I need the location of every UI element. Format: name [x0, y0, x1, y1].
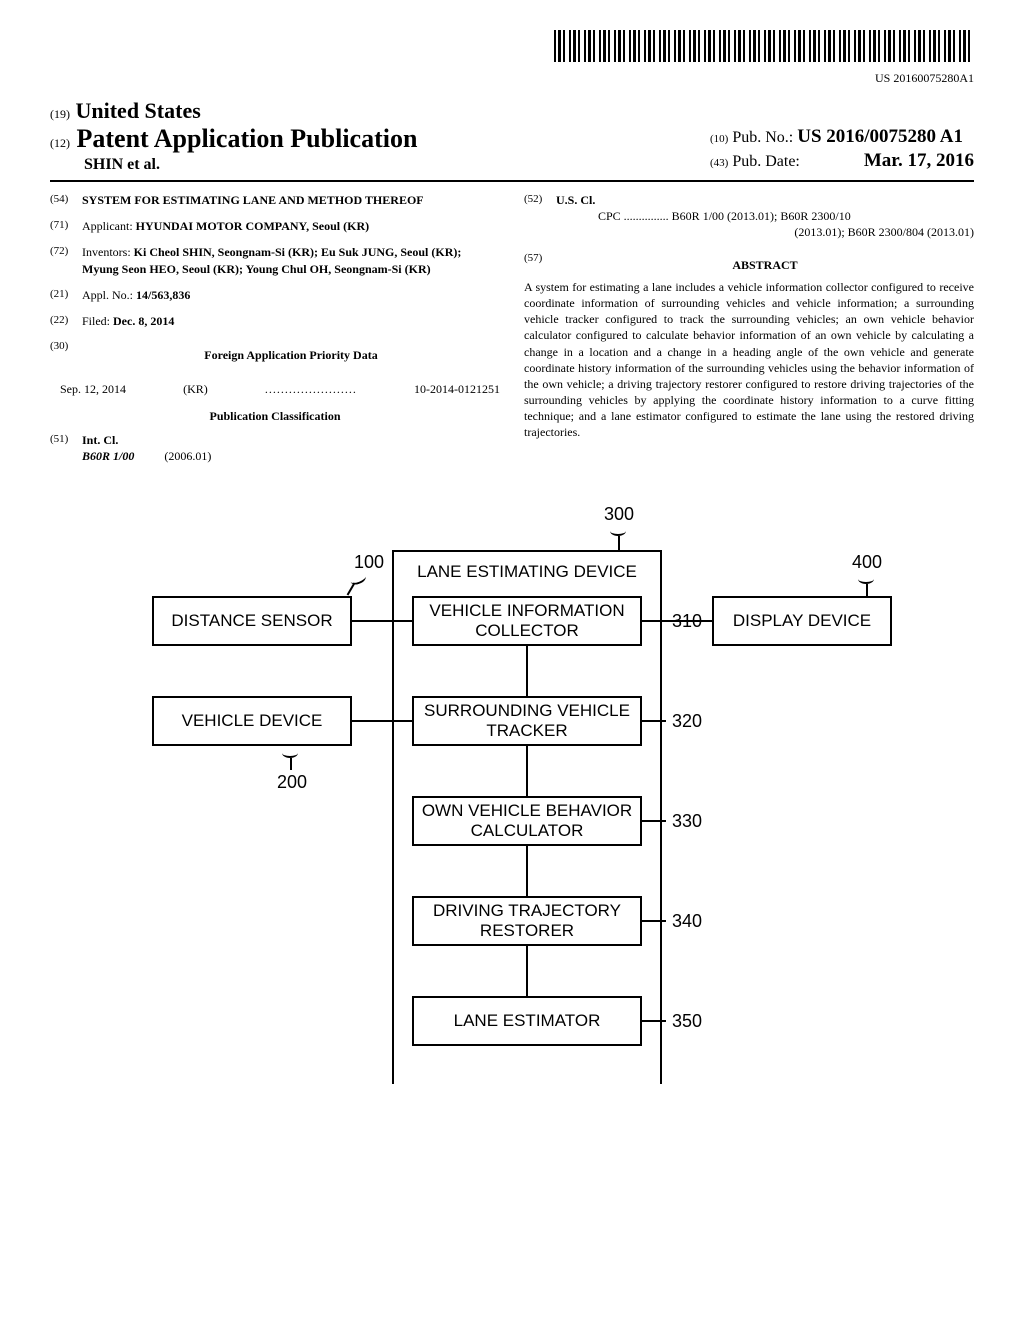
ref-320-tick	[642, 720, 666, 722]
ref-200-curve	[282, 748, 298, 758]
ref-350: 350	[672, 1011, 702, 1032]
left-column: (54) SYSTEM FOR ESTIMATING LANE AND METH…	[50, 192, 500, 474]
pub-no-value: US 2016/0075280 A1	[797, 126, 963, 147]
own-behavior-calc-label: OWN VEHICLE BEHAVIOR CALCULATOR	[418, 801, 636, 842]
conn-330-340	[526, 846, 528, 896]
ref-200-lv	[290, 758, 292, 770]
uscl-code: (52)	[524, 192, 556, 241]
ref-300-curve	[610, 526, 626, 536]
conn-310-320	[526, 646, 528, 696]
ref-330-tick	[642, 820, 666, 822]
applicant-value: HYUNDAI MOTOR COMPANY, Seoul (KR)	[136, 219, 369, 233]
pub-type: Patent Application Publication	[77, 124, 418, 153]
lane-estimating-device-label: LANE ESTIMATING DEVICE	[394, 552, 660, 596]
country-name: United States	[76, 98, 201, 123]
ref-340: 340	[672, 911, 702, 932]
right-column: (52) U.S. Cl. CPC ............... B60R 1…	[524, 192, 974, 474]
conn-340-350	[526, 946, 528, 996]
ref-400-curve	[858, 574, 874, 584]
conn-main-to-display	[662, 620, 712, 622]
barcode-number: US 20160075280A1	[50, 71, 974, 86]
diagram: 300 LANE ESTIMATING DEVICE 100 400 DISTA…	[132, 504, 892, 1084]
ref-320: 320	[672, 711, 702, 732]
appl-label: Appl. No.:	[82, 288, 133, 302]
surrounding-tracker-label: SURROUNDING VEHICLE TRACKER	[418, 701, 636, 742]
distance-sensor-box: DISTANCE SENSOR	[152, 596, 352, 646]
cpc-line1: CPC ............... B60R 1/00 (2013.01);…	[598, 208, 974, 224]
lane-estimator-label: LANE ESTIMATOR	[454, 1011, 601, 1031]
ref-200: 200	[277, 772, 307, 793]
ref-400: 400	[852, 552, 882, 573]
priority-date: Sep. 12, 2014	[60, 381, 126, 397]
conn-ds-to-vic	[352, 620, 412, 622]
barcode-graphic	[554, 30, 974, 62]
lane-estimator-box: LANE ESTIMATOR	[412, 996, 642, 1046]
ref-100-line	[347, 583, 356, 596]
inventors-value: Ki Cheol SHIN, Seongnam-Si (KR); Eu Suk …	[82, 245, 461, 275]
display-device-label: DISPLAY DEVICE	[733, 611, 871, 631]
abstract-text: A system for estimating a lane includes …	[524, 279, 974, 441]
ref-340-tick	[642, 920, 666, 922]
inventors-code: (72)	[50, 244, 82, 276]
ref-300-line	[618, 536, 620, 550]
title-code: (54)	[50, 192, 82, 208]
abstract-code: (57)	[524, 251, 556, 279]
header-row: (19) United States (12) Patent Applicati…	[50, 98, 974, 182]
vehicle-device-box: VEHICLE DEVICE	[152, 696, 352, 746]
body-columns: (54) SYSTEM FOR ESTIMATING LANE AND METH…	[50, 192, 974, 474]
appl-code: (21)	[50, 287, 82, 303]
pub-date-code: (43)	[710, 157, 728, 169]
pub-date-value: Mar. 17, 2016	[864, 150, 974, 171]
cpc-line2: (2013.01); B60R 2300/804 (2013.01)	[598, 224, 974, 240]
display-device-box: DISPLAY DEVICE	[712, 596, 892, 646]
trajectory-restorer-label: DRIVING TRAJECTORY RESTORER	[418, 901, 636, 942]
intcl-year: (2006.01)	[164, 449, 211, 463]
authors: SHIN et al.	[84, 156, 710, 174]
country-code: (19)	[50, 107, 70, 121]
own-behavior-calc-box: OWN VEHICLE BEHAVIOR CALCULATOR	[412, 796, 642, 846]
pub-no-label: Pub. No.:	[732, 129, 793, 146]
vehicle-info-collector-box: VEHICLE INFORMATION COLLECTOR	[412, 596, 642, 646]
priority-number: 10-2014-0121251	[414, 381, 500, 397]
intcl-label: Int. Cl.	[82, 433, 118, 447]
pub-type-code: (12)	[50, 136, 70, 150]
ref-350-tick	[642, 1020, 666, 1022]
pub-date-label: Pub. Date:	[732, 153, 800, 170]
filed-value: Dec. 8, 2014	[113, 314, 174, 328]
trajectory-restorer-box: DRIVING TRAJECTORY RESTORER	[412, 896, 642, 946]
ref-300: 300	[604, 504, 634, 525]
conn-320-330	[526, 746, 528, 796]
uscl-label: U.S. Cl.	[556, 193, 595, 207]
abstract-heading: ABSTRACT	[556, 257, 974, 273]
priority-dots: .......................	[265, 381, 357, 397]
distance-sensor-label: DISTANCE SENSOR	[171, 611, 332, 631]
ref-330: 330	[672, 811, 702, 832]
intcl-value: B60R 1/00	[82, 449, 134, 463]
ref-100: 100	[354, 552, 384, 573]
pub-no-code: (10)	[710, 133, 728, 145]
invention-title: SYSTEM FOR ESTIMATING LANE AND METHOD TH…	[82, 192, 500, 208]
filed-code: (22)	[50, 313, 82, 329]
priority-heading: Foreign Application Priority Data	[82, 347, 500, 363]
intcl-code: (51)	[50, 432, 82, 464]
surrounding-tracker-box: SURROUNDING VEHICLE TRACKER	[412, 696, 642, 746]
inventors-label: Inventors:	[82, 245, 131, 259]
applicant-code: (71)	[50, 218, 82, 234]
vehicle-info-collector-label: VEHICLE INFORMATION COLLECTOR	[418, 601, 636, 642]
ref-400-line	[866, 584, 868, 596]
classification-heading: Publication Classification	[50, 408, 500, 424]
appl-value: 14/563,836	[136, 288, 190, 302]
priority-code: (30)	[50, 339, 82, 371]
priority-country: (KR)	[183, 381, 208, 397]
filed-label: Filed:	[82, 314, 110, 328]
vehicle-device-label: VEHICLE DEVICE	[182, 711, 323, 731]
applicant-label: Applicant:	[82, 219, 133, 233]
conn-vd-to-svt	[352, 720, 412, 722]
